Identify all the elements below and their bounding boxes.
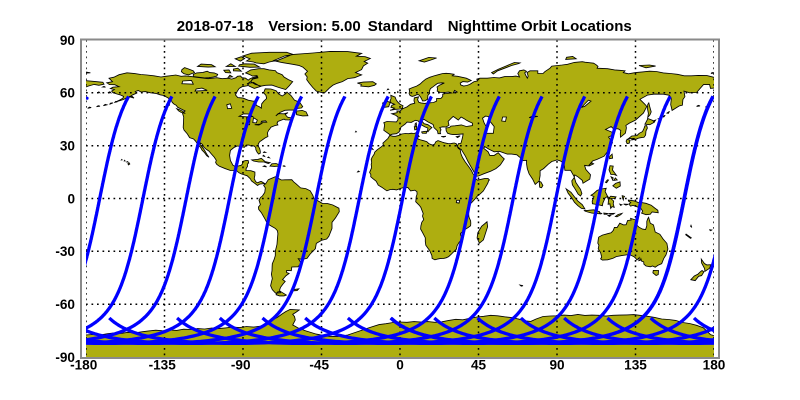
svg-text:-135: -135 [149,357,177,372]
svg-text:180: 180 [703,357,726,372]
svg-text:0: 0 [67,191,75,206]
svg-text:-30: -30 [55,244,75,259]
svg-text:-90: -90 [55,350,75,365]
svg-text:-180: -180 [70,357,97,372]
svg-text:135: 135 [624,357,647,372]
svg-text:90: 90 [549,357,564,372]
svg-text:-60: -60 [55,297,75,312]
svg-text:45: 45 [471,357,487,372]
svg-text:0: 0 [396,357,404,372]
svg-text:30: 30 [60,139,75,154]
svg-text:-45: -45 [309,357,329,372]
svg-text:60: 60 [60,86,75,101]
svg-text:-90: -90 [231,357,251,372]
svg-text:90: 90 [60,33,75,48]
